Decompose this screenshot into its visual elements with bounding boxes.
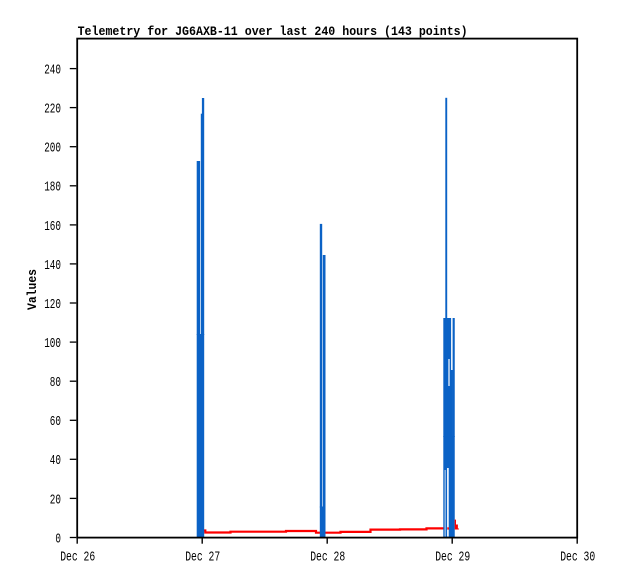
svg-text:Dec 29: Dec 29: [435, 551, 470, 566]
svg-text:200: 200: [44, 142, 61, 157]
svg-text:220: 220: [44, 103, 61, 118]
svg-text:Dec 27: Dec 27: [185, 551, 220, 566]
svg-text:80: 80: [50, 376, 61, 391]
svg-text:120: 120: [44, 298, 61, 313]
svg-text:Dec 28: Dec 28: [310, 551, 345, 566]
svg-text:20: 20: [50, 493, 61, 508]
svg-text:240: 240: [44, 64, 61, 79]
svg-text:100: 100: [44, 337, 61, 352]
svg-text:160: 160: [44, 220, 61, 235]
svg-text:Dec 30: Dec 30: [560, 551, 595, 566]
svg-text:Telemetry for JG6AXB-11 over l: Telemetry for JG6AXB-11 over last 240 ho…: [78, 24, 468, 39]
svg-text:180: 180: [44, 181, 61, 196]
svg-text:60: 60: [50, 415, 61, 430]
svg-text:140: 140: [44, 259, 61, 274]
svg-text:40: 40: [50, 454, 61, 469]
svg-text:Dec 26: Dec 26: [60, 551, 95, 566]
svg-text:Values: Values: [26, 269, 40, 310]
svg-text:0: 0: [55, 532, 61, 547]
